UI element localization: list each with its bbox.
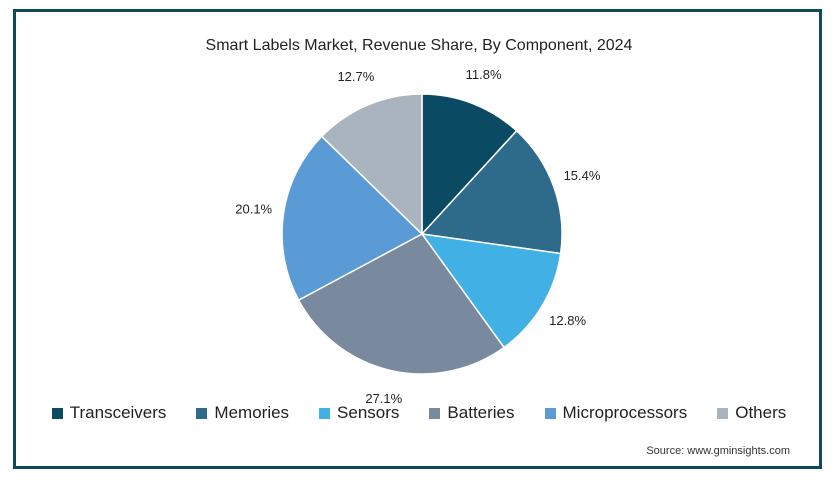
legend-swatch [196, 407, 208, 419]
legend-item-others: Others [717, 403, 786, 423]
pie-slice-sensors [420, 233, 562, 349]
legend-swatch [717, 407, 729, 419]
legend: Transceivers Memories Sensors Batteries Micr… [0, 403, 838, 423]
legend-swatch [51, 407, 63, 419]
legend-label: Sensors [337, 403, 400, 422]
legend-swatch [429, 407, 441, 419]
pie-slices [281, 93, 563, 375]
pie-slice-microprocessors [281, 135, 424, 302]
chart-title: Smart Labels Market, Revenue Share, By C… [205, 37, 633, 54]
legend-label: Transceivers [69, 403, 167, 422]
pie-value-labels: 11.8% 15.4% 12.8% 27.1% 20.1% 12.7% [235, 67, 601, 406]
legend-item-sensors: Sensors [319, 403, 399, 423]
legend-label: Batteries [447, 403, 515, 422]
pie-slice-batteries [297, 233, 506, 375]
legend-swatch [319, 407, 331, 419]
legend-label: Microprocessors [562, 403, 688, 422]
pie-label-memories: 15.4% [564, 168, 601, 183]
pie-slice-memories [420, 129, 563, 255]
pie-slice-others [320, 93, 423, 236]
legend-item-transceivers: Transceivers [51, 403, 167, 423]
source-note: Source: www.gminsights.com [646, 445, 790, 457]
legend-item-microprocessors: Microprocessors [544, 403, 688, 423]
pie-label-others: 12.7% [337, 69, 374, 84]
pie-label-batteries: 27.1% [365, 391, 402, 406]
pie-slice-transceivers [421, 93, 518, 236]
legend-item-memories: Memories [196, 403, 289, 423]
pie-label-sensors: 12.8% [549, 313, 586, 328]
legend-swatch [544, 407, 556, 419]
pie-label-microprocessors: 20.1% [235, 202, 272, 217]
pie-label-transceivers: 11.8% [466, 67, 502, 82]
legend-item-batteries: Batteries [429, 403, 515, 423]
legend-label: Memories [214, 403, 290, 422]
legend-label: Others [735, 403, 787, 422]
